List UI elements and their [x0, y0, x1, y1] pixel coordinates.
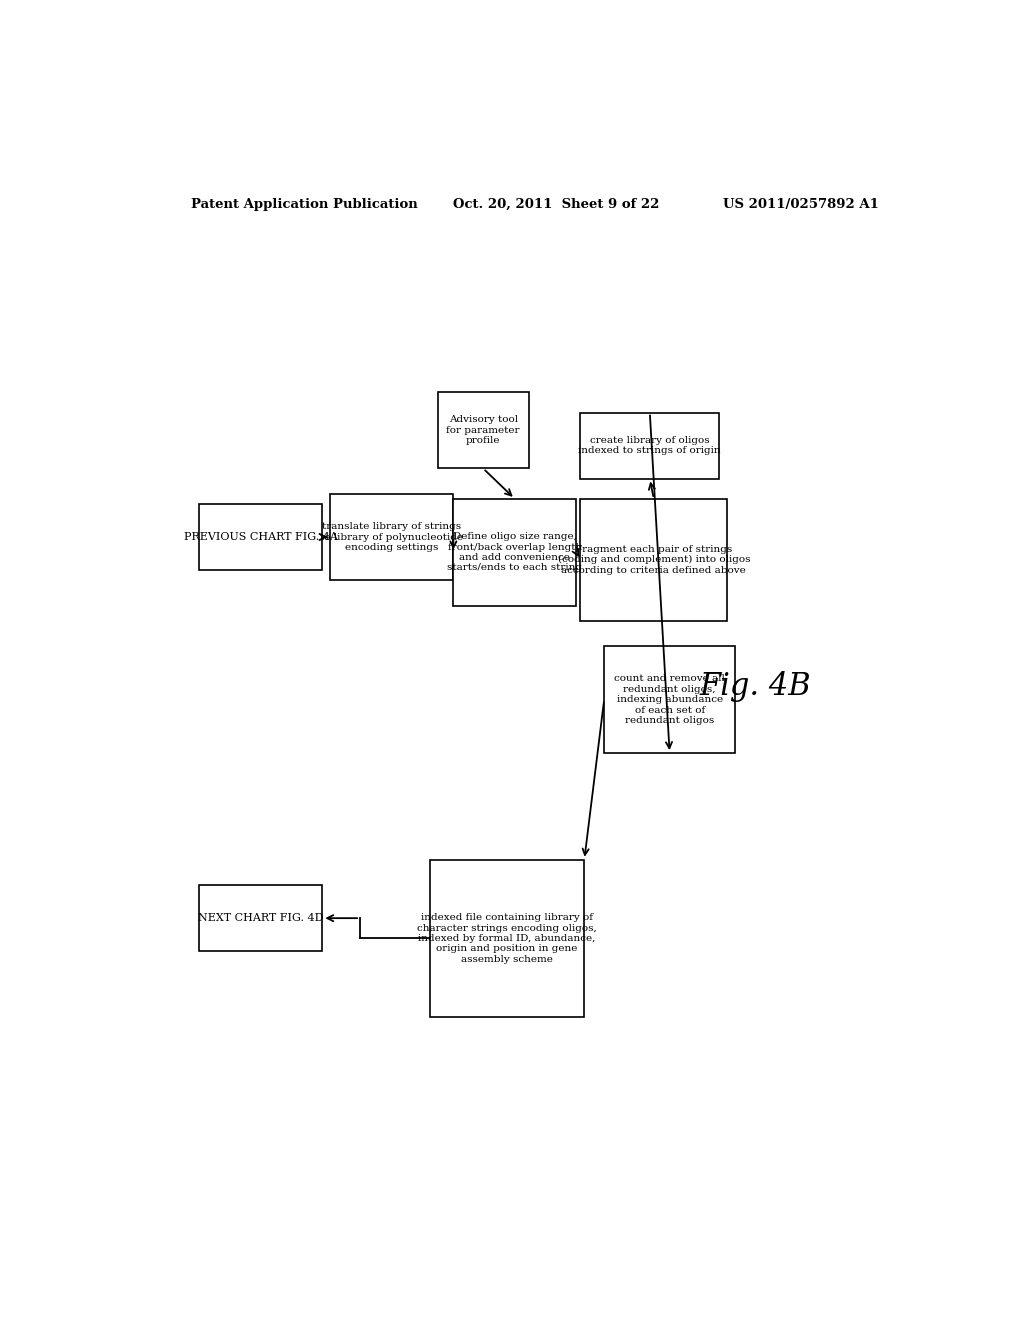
- Text: Fragment each pair of strings
(coding and complement) into oligos
according to c: Fragment each pair of strings (coding an…: [557, 545, 750, 574]
- Text: indexed file containing library of
character strings encoding oligos,
indexed by: indexed file containing library of chara…: [417, 913, 597, 964]
- Bar: [200, 886, 323, 952]
- Text: create library of oligos
indexed to strings of origin: create library of oligos indexed to stri…: [579, 436, 721, 455]
- Bar: [581, 413, 719, 479]
- Text: Oct. 20, 2011  Sheet 9 of 22: Oct. 20, 2011 Sheet 9 of 22: [454, 198, 659, 211]
- Bar: [604, 647, 735, 752]
- Text: NEXT CHART FIG. 4D: NEXT CHART FIG. 4D: [199, 913, 324, 923]
- Bar: [581, 499, 727, 620]
- Bar: [430, 859, 585, 1018]
- Text: PREVIOUS CHART FIG. 4A: PREVIOUS CHART FIG. 4A: [184, 532, 338, 543]
- Text: translate library of strings
to library of polynucleotide
encoding settings: translate library of strings to library …: [321, 523, 464, 552]
- Text: Patent Application Publication: Patent Application Publication: [191, 198, 418, 211]
- Bar: [454, 499, 577, 606]
- Bar: [437, 392, 528, 469]
- Text: Define oligo size range,
front/back overlap length
and add convenience
starts/en: Define oligo size range, front/back over…: [447, 532, 583, 573]
- Bar: [331, 494, 454, 581]
- Bar: [200, 504, 323, 570]
- Text: US 2011/0257892 A1: US 2011/0257892 A1: [723, 198, 879, 211]
- Text: Fig. 4B: Fig. 4B: [699, 672, 811, 702]
- Text: count and remove all
redundant oligos,
indexing abundance
of each set of
redunda: count and remove all redundant oligos, i…: [614, 675, 725, 725]
- Text: Advisory tool
for parameter
profile: Advisory tool for parameter profile: [446, 416, 520, 445]
